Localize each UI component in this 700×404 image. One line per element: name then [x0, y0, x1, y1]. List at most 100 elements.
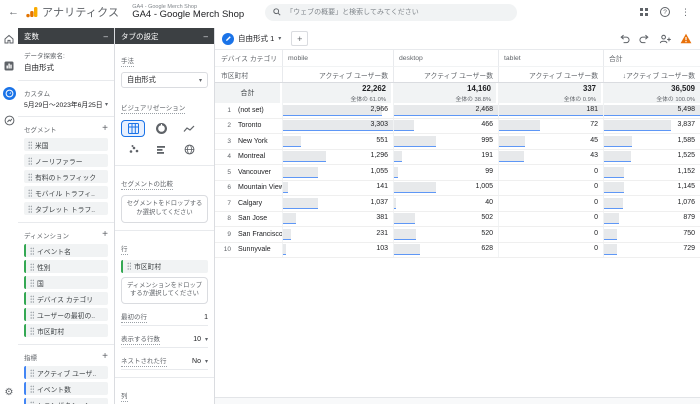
- apps-grid-icon[interactable]: [639, 7, 649, 17]
- variable-chip[interactable]: 国: [24, 276, 108, 289]
- property-selector[interactable]: GA4 - Google Merch Shop GA4 - Google Mer…: [132, 4, 244, 20]
- value-cell[interactable]: 72: [498, 119, 603, 134]
- city-cell[interactable]: 10Sunnyvale: [215, 243, 282, 258]
- tab-freeform-1[interactable]: 自由形式 1 ▾: [222, 33, 281, 45]
- value-cell[interactable]: 141: [282, 181, 393, 196]
- column-header-mobile[interactable]: mobile: [282, 50, 393, 67]
- value-cell[interactable]: 1,296: [282, 150, 393, 165]
- value-cell[interactable]: 0: [498, 181, 603, 196]
- segment-dropzone[interactable]: セグメントをドロップするか選択してください: [121, 195, 208, 223]
- value-cell[interactable]: 2,468: [393, 103, 498, 118]
- value-cell[interactable]: 879: [603, 212, 700, 227]
- variable-chip[interactable]: モバイル トラフィ..: [24, 186, 108, 199]
- metric-header[interactable]: アクティブ ユーザー数: [498, 67, 603, 82]
- add-tab-button[interactable]: +: [291, 31, 308, 46]
- value-cell[interactable]: 750: [603, 227, 700, 242]
- value-cell[interactable]: 1,585: [603, 134, 700, 149]
- viz-table-icon[interactable]: [121, 120, 145, 137]
- value-cell[interactable]: 40: [393, 196, 498, 211]
- collapse-variables-icon[interactable]: –: [104, 32, 108, 41]
- nav-admin-gear-icon[interactable]: ⚙: [0, 387, 18, 398]
- city-cell[interactable]: 2Toronto: [215, 119, 282, 134]
- value-cell[interactable]: 99: [393, 165, 498, 180]
- value-cell[interactable]: 43: [498, 150, 603, 165]
- viz-donut-icon[interactable]: [149, 120, 173, 137]
- value-cell[interactable]: 0: [498, 196, 603, 211]
- value-cell[interactable]: 0: [498, 212, 603, 227]
- variable-chip[interactable]: 市区町村: [24, 324, 108, 337]
- value-cell[interactable]: 381: [282, 212, 393, 227]
- share-user-icon[interactable]: [659, 34, 671, 44]
- undo-icon[interactable]: [619, 34, 630, 44]
- add-metric-button[interactable]: +: [102, 352, 108, 362]
- value-cell[interactable]: 2,966: [282, 103, 393, 118]
- nav-reports-icon[interactable]: [2, 59, 16, 73]
- variable-chip[interactable]: 米国: [24, 138, 108, 151]
- show-rows-field[interactable]: 表示する行数 10▾: [121, 333, 208, 348]
- value-cell[interactable]: 466: [393, 119, 498, 134]
- analytics-logo[interactable]: アナリティクス: [26, 4, 119, 20]
- collapse-tab-settings-icon[interactable]: –: [204, 32, 208, 41]
- viz-scatter-icon[interactable]: [121, 141, 145, 158]
- nested-rows-field[interactable]: ネストされた行 No▾: [121, 355, 208, 370]
- variable-chip[interactable]: 性別: [24, 260, 108, 273]
- exploration-name-value[interactable]: 自由形式: [24, 62, 108, 73]
- add-segment-button[interactable]: +: [102, 124, 108, 134]
- city-cell[interactable]: 6Mountain View: [215, 181, 282, 196]
- date-range-selector[interactable]: 5月29日～2023年6月25日 ▾: [24, 99, 108, 109]
- nav-explore-icon[interactable]: [2, 86, 16, 100]
- back-arrow-icon[interactable]: ←: [8, 7, 19, 18]
- value-cell[interactable]: 1,037: [282, 196, 393, 211]
- metric-header[interactable]: アクティブ ユーザー数: [393, 67, 498, 82]
- variable-chip[interactable]: トランザクション: [24, 398, 108, 404]
- kebab-menu-icon[interactable]: ⋮: [681, 7, 690, 18]
- value-cell[interactable]: 995: [393, 134, 498, 149]
- value-cell[interactable]: 3,837: [603, 119, 700, 134]
- value-cell[interactable]: 0: [498, 165, 603, 180]
- add-dimension-button[interactable]: +: [102, 230, 108, 240]
- variable-chip[interactable]: タブレット トラフ..: [24, 202, 108, 215]
- city-cell[interactable]: 1(not set): [215, 103, 282, 118]
- metric-header[interactable]: アクティブ ユーザー数: [282, 67, 393, 82]
- value-cell[interactable]: 628: [393, 243, 498, 258]
- city-cell[interactable]: 9San Francisco: [215, 227, 282, 242]
- city-cell[interactable]: 8San Jose: [215, 212, 282, 227]
- value-cell[interactable]: 1,145: [603, 181, 700, 196]
- value-cell[interactable]: 103: [282, 243, 393, 258]
- viz-line-chart-icon[interactable]: [177, 120, 201, 137]
- value-cell[interactable]: 181: [498, 103, 603, 118]
- column-header-tablet[interactable]: tablet: [498, 50, 603, 67]
- city-cell[interactable]: 3New York: [215, 134, 282, 149]
- help-icon[interactable]: ?: [660, 7, 670, 17]
- city-cell[interactable]: 4Montreal: [215, 150, 282, 165]
- technique-select[interactable]: 自由形式 ▾: [121, 72, 208, 88]
- variable-chip[interactable]: ユーザーの最初の..: [24, 308, 108, 321]
- redo-icon[interactable]: [639, 34, 650, 44]
- viz-bar-chart-icon[interactable]: [149, 141, 173, 158]
- rows-dimension-chip[interactable]: 市区町村: [121, 260, 208, 273]
- variable-chip[interactable]: デバイス カテゴリ: [24, 292, 108, 305]
- search-bar[interactable]: 「ウェブの概要」と検索してみてください: [265, 4, 517, 21]
- value-cell[interactable]: 1,525: [603, 150, 700, 165]
- value-cell[interactable]: 45: [498, 134, 603, 149]
- nav-advertising-icon[interactable]: [2, 113, 16, 127]
- warning-icon[interactable]: [680, 33, 692, 44]
- value-cell[interactable]: 1,005: [393, 181, 498, 196]
- value-cell[interactable]: 502: [393, 212, 498, 227]
- variable-chip[interactable]: アクティブ ユーザ..: [24, 366, 108, 379]
- value-cell[interactable]: 520: [393, 227, 498, 242]
- first-row-field[interactable]: 最初の行 1: [121, 311, 208, 326]
- value-cell[interactable]: 5,498: [603, 103, 700, 118]
- value-cell[interactable]: 0: [498, 227, 603, 242]
- variable-chip[interactable]: イベント名: [24, 244, 108, 257]
- viz-geo-map-icon[interactable]: [177, 141, 201, 158]
- value-cell[interactable]: 551: [282, 134, 393, 149]
- column-header-合計[interactable]: 合計: [603, 50, 700, 67]
- variable-chip[interactable]: ノーリファラー: [24, 154, 108, 167]
- value-cell[interactable]: 0: [498, 243, 603, 258]
- value-cell[interactable]: 231: [282, 227, 393, 242]
- variable-chip[interactable]: イベント数: [24, 382, 108, 395]
- value-cell[interactable]: 1,076: [603, 196, 700, 211]
- value-cell[interactable]: 191: [393, 150, 498, 165]
- value-cell[interactable]: 1,055: [282, 165, 393, 180]
